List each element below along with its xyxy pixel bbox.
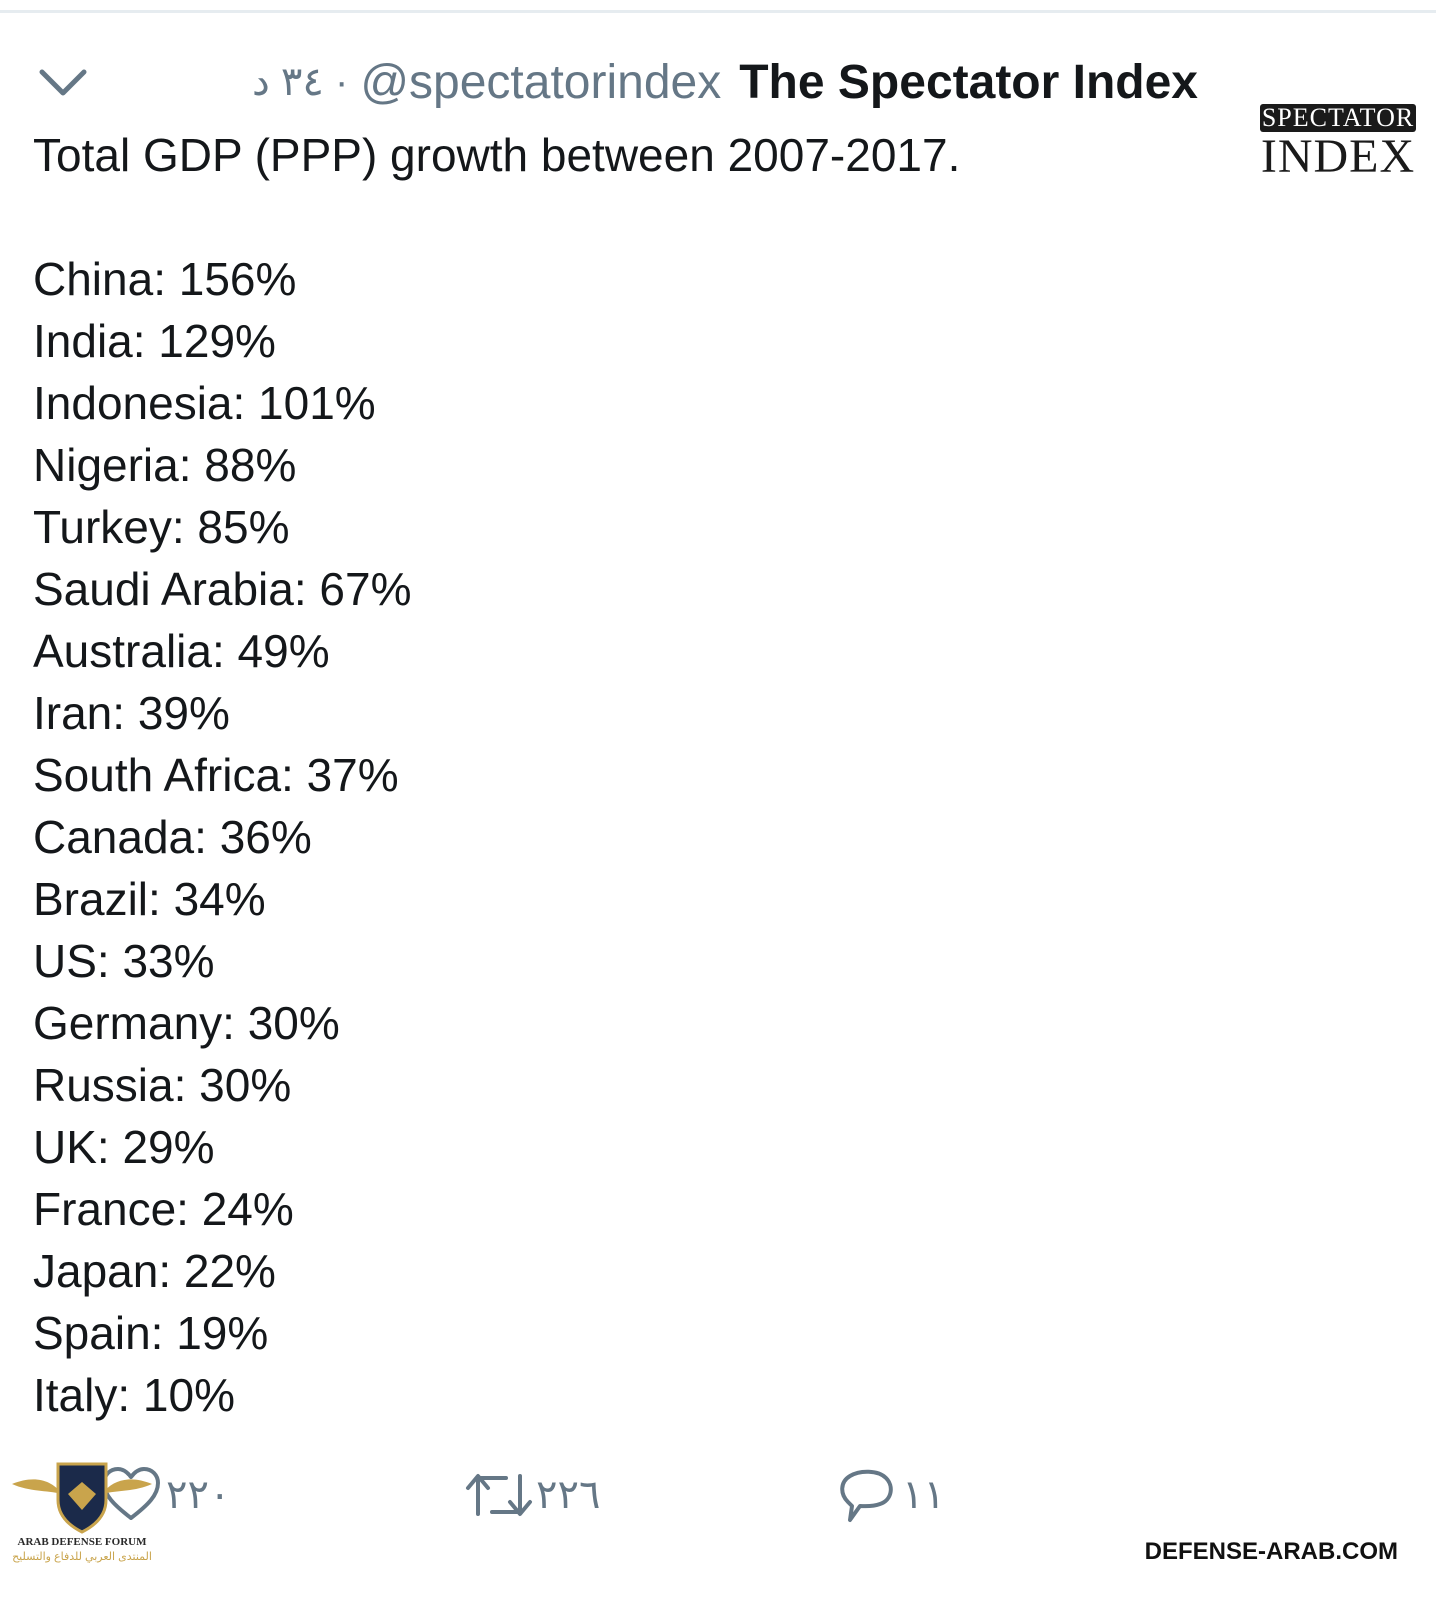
- tweet-header: ٣٤ د · @spectatorindex The Spectator Ind…: [252, 52, 1198, 112]
- retweet-button[interactable]: ٢٢٦: [464, 1460, 600, 1530]
- list-item: Russia: 30%: [33, 1059, 292, 1111]
- list-item: Spain: 19%: [33, 1307, 269, 1359]
- reply-count: ١١: [902, 1473, 945, 1517]
- reply-button[interactable]: ١١: [836, 1460, 945, 1530]
- list-item: South Africa: 37%: [33, 749, 399, 801]
- user-handle[interactable]: @spectatorindex: [360, 55, 722, 109]
- list-item: Australia: 49%: [33, 625, 330, 677]
- like-count: ٢٢٠: [166, 1473, 231, 1517]
- chevron-down-icon[interactable]: [38, 66, 88, 100]
- tweet-actions: ٢٢٠ ٢٢٦ ١١: [0, 1460, 1436, 1530]
- timestamp[interactable]: ٣٤ د ·: [251, 60, 349, 104]
- list-item: France: 24%: [33, 1183, 294, 1235]
- list-item: Indonesia: 101%: [33, 377, 376, 429]
- list-item: India: 129%: [33, 315, 276, 367]
- top-divider: [0, 10, 1436, 13]
- display-name[interactable]: The Spectator Index: [739, 55, 1198, 109]
- list-item: Nigeria: 88%: [33, 439, 297, 491]
- list-item: UK: 29%: [33, 1121, 215, 1173]
- avatar-top-text: SPECTATOR: [1260, 103, 1416, 132]
- list-item: Italy: 10%: [33, 1369, 235, 1421]
- list-item: Iran: 39%: [33, 687, 230, 739]
- gdp-growth-list: China: 156% India: 129% Indonesia: 101% …: [33, 248, 412, 1426]
- reply-icon: [840, 1469, 893, 1522]
- avatar[interactable]: SPECTATOR INDEX: [1260, 103, 1416, 183]
- list-item: Germany: 30%: [33, 997, 340, 1049]
- list-item: Saudi Arabia: 67%: [33, 563, 412, 615]
- list-item: US: 33%: [33, 935, 215, 987]
- forum-emblem: [12, 1462, 152, 1534]
- watermark-english: ARAB DEFENSE FORUM: [17, 1536, 147, 1548]
- list-item: China: 156%: [33, 253, 297, 305]
- tweet-text: Total GDP (PPP) growth between 2007-2017…: [33, 129, 961, 181]
- avatar-bottom-text: INDEX: [1260, 130, 1416, 183]
- list-item: Canada: 36%: [33, 811, 312, 863]
- like-button[interactable]: ٢٢٠: [100, 1460, 230, 1530]
- watermark-site: DEFENSE-ARAB.COM: [1144, 1538, 1398, 1565]
- retweet-icon: [466, 1474, 532, 1516]
- retweet-count: ٢٢٦: [536, 1473, 601, 1517]
- list-item: Brazil: 34%: [33, 873, 266, 925]
- list-item: Turkey: 85%: [33, 501, 290, 553]
- list-item: Japan: 22%: [33, 1245, 276, 1297]
- watermark-arabic: المنتدى العربي للدفاع والتسليح: [12, 1551, 152, 1563]
- watermark-logo: ARAB DEFENSE FORUM المنتدى العربي للدفاع…: [12, 1460, 152, 1566]
